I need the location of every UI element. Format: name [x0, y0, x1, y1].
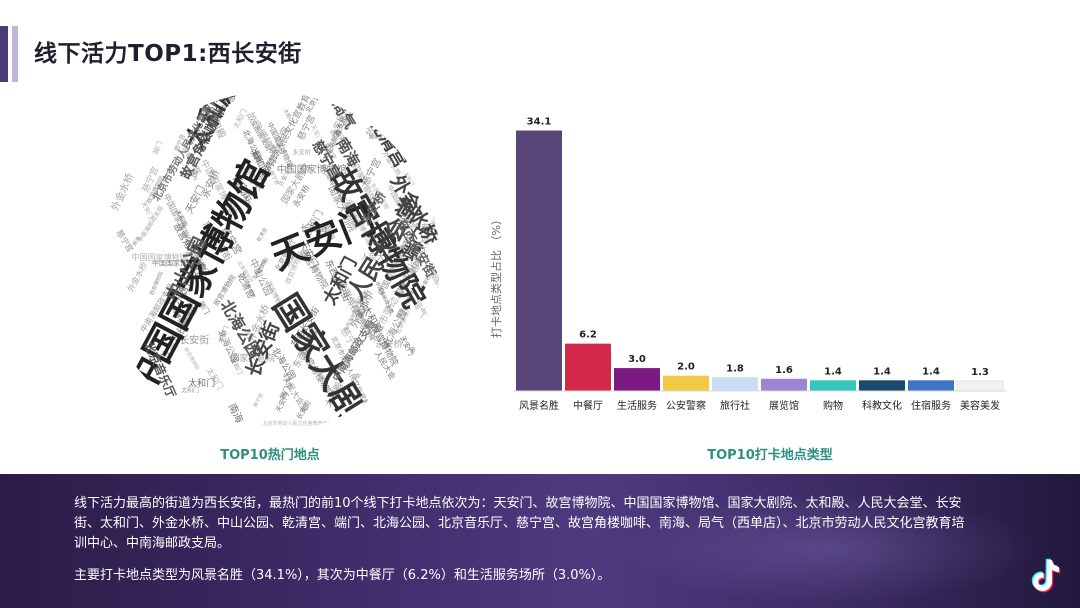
page-title: 线下活力TOP1:西长安街 [34, 41, 302, 67]
value-label: 2.0 [677, 362, 695, 373]
cloud-word-filler: 南海 [244, 328, 255, 340]
category-label: 美容美发 [960, 399, 1000, 412]
bar-展览馆 [761, 378, 807, 391]
chart-caption: TOP10打卡地点类型 [707, 448, 833, 463]
cloud-word-filler: 慈宁宫 [115, 228, 136, 254]
category-label: 购物 [823, 399, 843, 412]
value-label: 1.6 [775, 365, 793, 376]
summary-paragraph-1: 线下活力最高的街道为西长安街，最热门的前10个线下打卡地点依次为：天安门、故宫博… [74, 496, 965, 551]
cloud-word-filler: 太和门 [188, 377, 215, 389]
cloud-word-filler: 中国国家博物馆 [132, 252, 188, 262]
value-label: 1.4 [922, 366, 940, 377]
cloud-word-filler: 国家大剧院 [369, 134, 394, 141]
value-label: 34.1 [527, 117, 552, 128]
cloud-word-filler: 国家大剧院 [230, 352, 275, 364]
category-label: 旅行社 [720, 399, 750, 412]
bar-住宿服务 [908, 380, 954, 391]
footer-glow [620, 494, 1040, 604]
value-label: 1.4 [824, 366, 842, 377]
cloud-word-filler: 外金水桥 [108, 171, 136, 213]
cloud-word-filler: 故宫博物院 [182, 346, 201, 371]
cloud-word-filler: 南海 [188, 170, 199, 182]
summary-panel: 线下活力最高的街道为西长安街，最热门的前10个线下打卡地点依次为：天安门、故宫博… [0, 474, 1080, 608]
cloud-word-filler: 太和门 [181, 387, 199, 395]
cloud-word-filler: 永安桥 [375, 338, 402, 350]
category-label: 科教文化 [862, 399, 902, 412]
value-label: 6.2 [579, 330, 597, 341]
bar-科教文化 [859, 380, 905, 391]
cloud-word-filler: 天安门 [184, 251, 199, 258]
cloud-word-filler: 中国国家博物馆 [152, 258, 201, 267]
y-axis-label: 打卡地点类型占比 （%） [489, 214, 503, 338]
category-label: 住宿服务 [911, 399, 951, 412]
cloud-word-filler: 端门 [151, 140, 165, 156]
title-accent-bar [0, 26, 8, 82]
bar-购物 [810, 380, 856, 391]
bar-公安警察 [663, 375, 709, 391]
category-label: 风景名胜 [519, 399, 559, 412]
value-label: 1.3 [971, 367, 989, 378]
bar-中餐厅 [565, 343, 611, 391]
word-cloud-caption: TOP10热门地点 [220, 448, 320, 463]
cloud-word-filler: 永安桥 [293, 148, 311, 156]
category-label: 公安警察 [666, 399, 706, 412]
bar-旅行社 [712, 377, 758, 391]
cloud-word-filler: 中国国家博物馆 [277, 163, 347, 176]
cloud-word-filler: 永安桥 [414, 222, 435, 231]
cloud-word-filler: 北海公园 [183, 264, 207, 272]
title-accent-bar-secondary [12, 26, 18, 82]
cloud-word-filler: 国家大剧院 [407, 345, 427, 375]
cloud-word-filler: 长安街 [179, 334, 209, 347]
value-label: 3.0 [628, 354, 646, 365]
cloud-word-filler: 南海 [131, 235, 142, 247]
value-label: 1.8 [726, 363, 744, 374]
cloud-word-filler: 人民大会堂 [361, 252, 401, 262]
category-label: 中餐厅 [573, 399, 603, 412]
cloud-word-filler: 南海 [226, 401, 246, 425]
cloud-word-filler: 乾清宫 [180, 170, 198, 178]
cloud-word-filler: 天安门 [273, 391, 291, 414]
cloud-word-filler: 慈宁宫 [252, 392, 265, 409]
cloud-word-filler: 外金水桥 [125, 260, 149, 293]
summary-paragraph-2: 主要打卡地点类型为风景名胜（34.1%），其次为中餐厅（6.2%）和生活服务场所… [74, 568, 611, 583]
category-label: 生活服务 [617, 399, 657, 412]
value-label: 1.4 [873, 366, 891, 377]
cloud-word-filler: 长安街 [300, 223, 327, 235]
bar-美容美发 [956, 380, 1004, 392]
bar-风景名胜 [516, 130, 562, 391]
summary-text: 线下活力最高的街道为西长安街，最热门的前10个线下打卡地点依次为：天安门、故宫博… [74, 494, 974, 586]
tiktok-logo-icon [1031, 558, 1061, 593]
word-cloud: 故宫博物院 长安街 慈宁宫 中南海邮政支局 国家大剧院 国家大剧院 太和门 故宫博物院 慈宁宫中… [100, 92, 440, 432]
bar-生活服务 [614, 368, 660, 391]
cloud-word-filler: 北京市劳动人民文化宫教育培训中心 [263, 420, 343, 427]
category-label: 展览馆 [769, 399, 799, 412]
bar-chart: 打卡地点类型占比 （%） 34.1 风景名胜 6.2 中餐厅 3.0 生活服务 2.0 公安警察… [489, 117, 1006, 412]
